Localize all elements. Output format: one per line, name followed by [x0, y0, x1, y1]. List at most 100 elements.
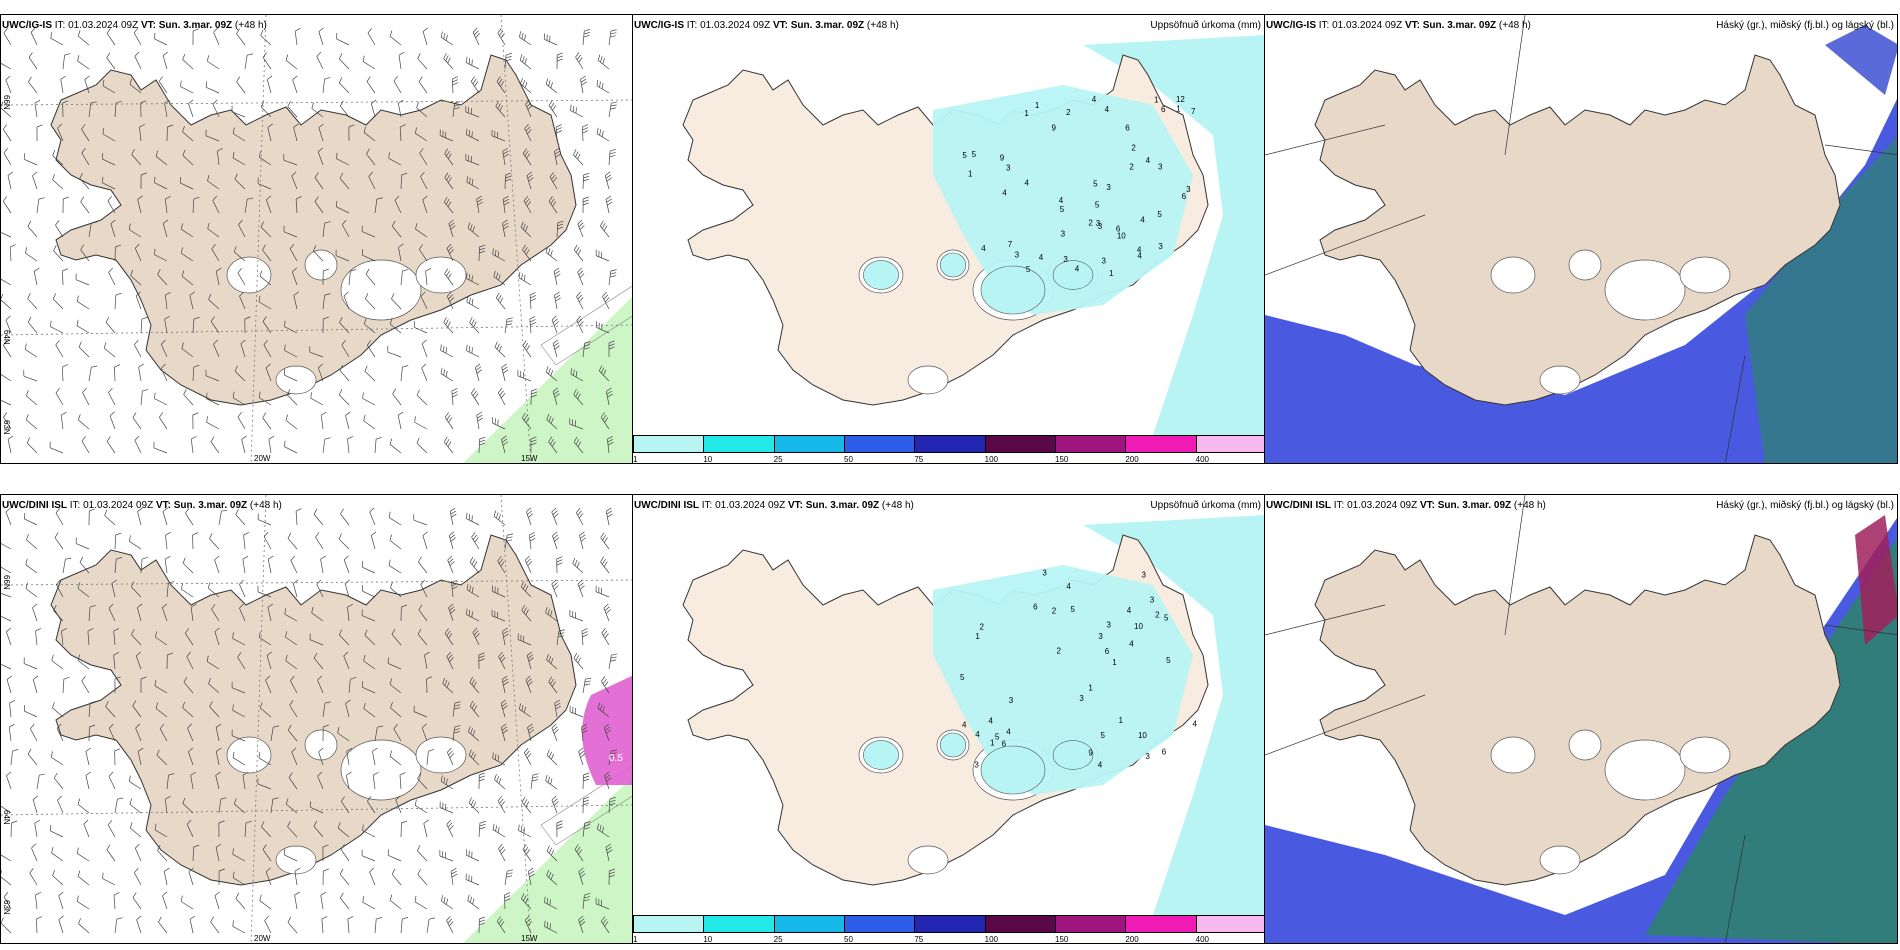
boundary-line: [1725, 354, 1746, 463]
wind-barb: [523, 195, 532, 214]
parallel: [1, 324, 632, 336]
wind-barb: [363, 702, 376, 718]
wind-barb: [369, 867, 376, 886]
wind-barb: [235, 892, 246, 910]
wind-barb: [556, 556, 563, 574]
wind-barb: [597, 702, 610, 718]
wind-barb: [448, 219, 456, 238]
wind-barb: [266, 195, 272, 214]
wind-barb: [113, 652, 120, 670]
colorbar-swatch: [1125, 915, 1197, 933]
glacier: [1568, 249, 1602, 281]
high-cloud: [1745, 137, 1897, 463]
wind-barb: [345, 771, 352, 790]
wind-barb: [469, 317, 480, 334]
wind-barb: [1, 566, 12, 574]
wind-barb: [192, 364, 200, 382]
wind-barb: [3, 891, 12, 910]
wind-barb: [605, 843, 613, 862]
wind-barb: [108, 603, 116, 622]
lat-label-64n: 64N: [2, 810, 11, 825]
wind-barb: [290, 555, 298, 574]
wind-barb: [497, 556, 506, 574]
wind-barb: [77, 30, 90, 46]
wind-barb: [582, 124, 589, 142]
precip-value: 5: [1164, 613, 1169, 622]
wind-barb: [322, 724, 329, 742]
wind-barb: [603, 723, 611, 742]
wind-barb: [102, 872, 116, 886]
wind-barb: [608, 340, 615, 358]
wind-barb: [260, 221, 272, 238]
precip-sea: [1083, 35, 1264, 435]
wind-barb: [236, 76, 246, 94]
wind-barb: [389, 438, 402, 454]
wind-barb: [501, 363, 509, 382]
precip-value: 4: [1066, 582, 1071, 591]
precip-value: 5: [1060, 205, 1065, 214]
wind-barb: [108, 771, 116, 790]
wind-barb: [442, 677, 454, 694]
precip-value: 3: [1006, 164, 1011, 173]
wind-barb: [285, 631, 298, 646]
wind-barb: [57, 123, 64, 142]
wind-barb: [362, 824, 376, 838]
wind-barb: [244, 53, 254, 70]
precip-value: 3: [974, 761, 979, 770]
wind-barb: [5, 75, 12, 94]
precip-value: 4: [975, 730, 980, 739]
glacier: [907, 365, 949, 395]
wind-barb: [113, 892, 120, 910]
wind-barb: [192, 532, 199, 550]
precip-value: 4: [1006, 727, 1011, 736]
wind-barb: [605, 507, 613, 526]
wind-barb: [367, 340, 376, 358]
wind-barb: [361, 561, 376, 574]
wind-barb: [128, 535, 142, 550]
wind-barb: [52, 869, 64, 886]
wind-barb: [192, 316, 200, 334]
wind-barb: [60, 411, 67, 430]
wind-barb: [190, 435, 197, 454]
wind-barb: [76, 847, 90, 862]
precip-value: 10: [1117, 232, 1126, 241]
wind-barb: [56, 723, 64, 742]
precip-shading: [463, 296, 632, 463]
wind-barb: [208, 293, 220, 310]
wind-barb: [545, 246, 558, 262]
wind-barb: [5, 315, 12, 334]
wind-barb: [231, 681, 246, 694]
wind-barb: [270, 725, 280, 742]
wind-barb: [215, 267, 222, 286]
wind-barb: [340, 892, 350, 910]
wind-barb: [578, 915, 586, 934]
wind-barb: [309, 346, 324, 358]
wind-barb: [133, 27, 142, 46]
precip-value: 5: [962, 151, 967, 160]
wind-barb: [136, 915, 142, 934]
wind-barb: [524, 555, 533, 574]
wind-barb: [213, 27, 220, 46]
wind-barb: [187, 723, 194, 742]
wind-barb: [3, 412, 12, 430]
precip-value: 5: [972, 150, 977, 159]
wind-barb: [232, 848, 246, 862]
wind-barb: [366, 148, 376, 166]
wind-barb: [419, 148, 428, 166]
precip-colorbar: 1 10 25 50 75 100 150 200 400: [633, 435, 1264, 463]
wind-barb: [52, 149, 64, 166]
wind-barb: [284, 344, 298, 358]
wind-barb: [214, 555, 220, 574]
wind-barb: [469, 556, 480, 574]
wind-barb: [260, 29, 272, 46]
wind-barb: [160, 339, 168, 358]
wind-barb: [1, 278, 12, 286]
wind-barb: [265, 867, 272, 886]
wind-barb: [283, 369, 298, 382]
wind-barb: [321, 916, 328, 934]
precip-value: 4: [981, 244, 986, 253]
wind-barb: [258, 751, 272, 766]
wind-barb: [239, 291, 246, 310]
wind-barb: [190, 603, 197, 622]
wind-barb: [578, 867, 586, 886]
